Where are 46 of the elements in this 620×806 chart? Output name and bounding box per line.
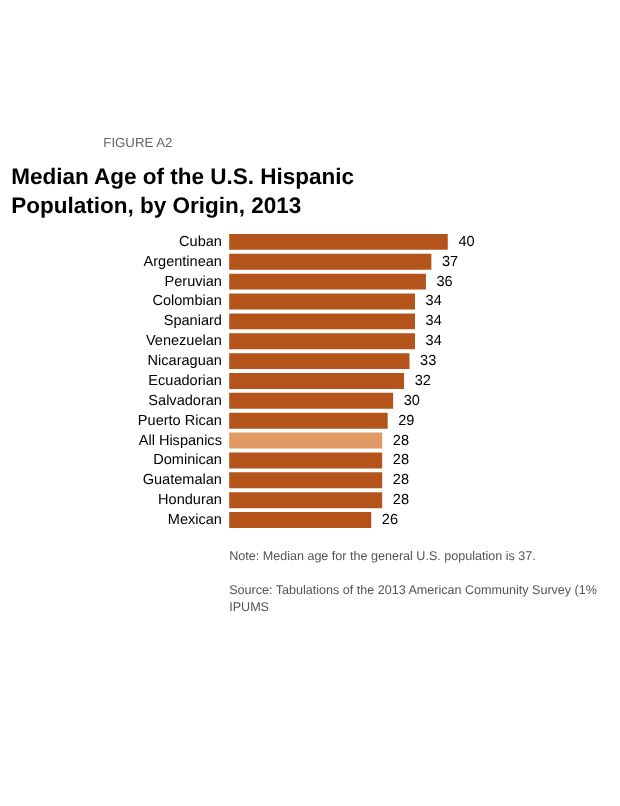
y-tick-label: Dominican (153, 450, 222, 469)
y-tick-label: Ecuadorian (148, 370, 222, 389)
y-tick-label: All Hispanics (138, 430, 223, 449)
y-tick-label: Honduran (158, 490, 222, 509)
y-tick-label: Salvadoran (148, 390, 222, 409)
y-tick-label: Peruvian (164, 271, 222, 290)
data-label: 40 (458, 231, 475, 250)
bar (229, 452, 383, 469)
bar (229, 273, 426, 290)
data-label: 28 (392, 430, 409, 449)
y-tick-label: Spaniard (163, 311, 222, 330)
bar (229, 233, 448, 250)
bar (229, 512, 372, 528)
chart-title: Median Age of the U.S. Hispanic Population, by Origin, 2013 (11, 166, 355, 220)
y-tick-label: Venezuelan (145, 331, 222, 350)
bar (229, 353, 410, 370)
bar (229, 412, 388, 429)
bar (229, 432, 383, 449)
data-label: 29 (398, 410, 415, 429)
data-label: 28 (392, 490, 409, 509)
data-label: 37 (441, 251, 459, 270)
y-tick-label: Cuban (179, 231, 222, 250)
y-tick-label: Guatemalan (142, 470, 222, 489)
bar (229, 313, 415, 330)
bar (229, 293, 415, 310)
data-label: 28 (392, 450, 409, 469)
bar (229, 392, 394, 409)
bar (229, 492, 383, 509)
data-label: 32 (414, 370, 431, 389)
data-label: 30 (403, 390, 420, 409)
y-tick-label: Mexican (167, 510, 222, 529)
data-label: 33 (420, 351, 437, 370)
y-tick-label: Argentinean (143, 251, 222, 270)
y-tick-label: Nicaraguan (147, 351, 222, 370)
bar (229, 253, 432, 270)
data-label: 26 (381, 510, 399, 529)
bar (229, 373, 405, 389)
data-label: 34 (425, 311, 442, 330)
data-label: 36 (436, 271, 453, 290)
bar (229, 472, 383, 489)
y-tick-label: Puerto Rican (137, 410, 222, 429)
data-label: 34 (425, 291, 442, 310)
y-tick-label: Colombian (152, 291, 222, 310)
data-label: 34 (425, 331, 442, 350)
data-label: 28 (392, 470, 409, 489)
bar (229, 333, 415, 350)
